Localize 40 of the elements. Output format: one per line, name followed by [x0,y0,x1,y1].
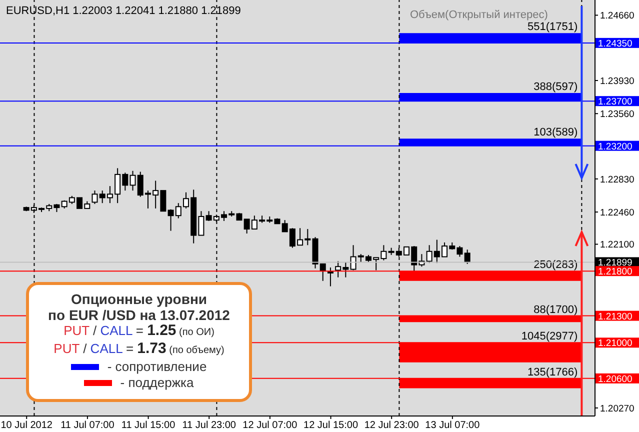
y-tick-label: 1.22460 [600,207,634,218]
ref-line-label: 1.21899 [598,258,632,269]
y-tick-label: 1.22830 [600,174,634,186]
x-tick-label: 13 Jul 07:00 [425,420,480,432]
text: Объем(Открытый интерес) [410,9,548,21]
ref-line-label: 1.20600 [598,374,632,385]
x-tick-label: 12 Jul 07:00 [242,420,298,432]
ref-line-label: 1.23200 [598,141,632,152]
annotation: - сопротивление [106,359,208,375]
annotation: - поддержка [119,375,195,391]
y-tick-label: 1.23560 [600,108,634,120]
x-tick-label: 12 Jul 15:00 [304,420,358,432]
candlestick [464,249,470,264]
band-label: 88(1700) [534,304,578,316]
candlestick [327,266,334,287]
band-label: 1045(2977) [521,330,578,343]
text: EURUSD,H1 1.22003 1.22041 1.21880 1.21899 [6,5,241,17]
annotation: Опционные уровни [70,291,208,307]
y-tick-label: 1.22100 [600,240,634,251]
x-tick-label: 11 Jul 15:00 [121,420,176,432]
x-tick-label: 12 Jul 23:00 [364,420,420,432]
band-label: 135(1766) [528,366,578,378]
ref-line-label: 1.21000 [598,338,632,350]
x-tick-label: 11 Jul 23:00 [182,420,236,432]
band-label: 388(597) [534,81,578,94]
x-tick-label: 11 Jul 07:00 [60,420,115,432]
annotation: PUT / CALL = 1.73 (по объему) [54,340,224,357]
ref-line-label: 1.21300 [598,311,632,322]
y-tick-label: 1.20270 [600,403,634,414]
band-label: 103(589) [534,126,578,139]
ref-line-label: 1.21800 [598,266,632,278]
annotation: PUT / CALL = 1.25 (по ОИ) [64,322,214,339]
y-tick-label: 1.24660 [600,10,634,22]
x-tick-label: 10 Jul 2012 [0,420,53,432]
ref-line-label: 1.23700 [598,96,632,108]
candlestick [92,190,98,204]
band-label: 551(1751) [528,21,578,34]
annotation: по EUR /USD на 13.07.2012 [47,307,231,323]
ref-line-label: 1.24350 [598,38,632,50]
y-tick-label: 1.23930 [600,76,634,87]
